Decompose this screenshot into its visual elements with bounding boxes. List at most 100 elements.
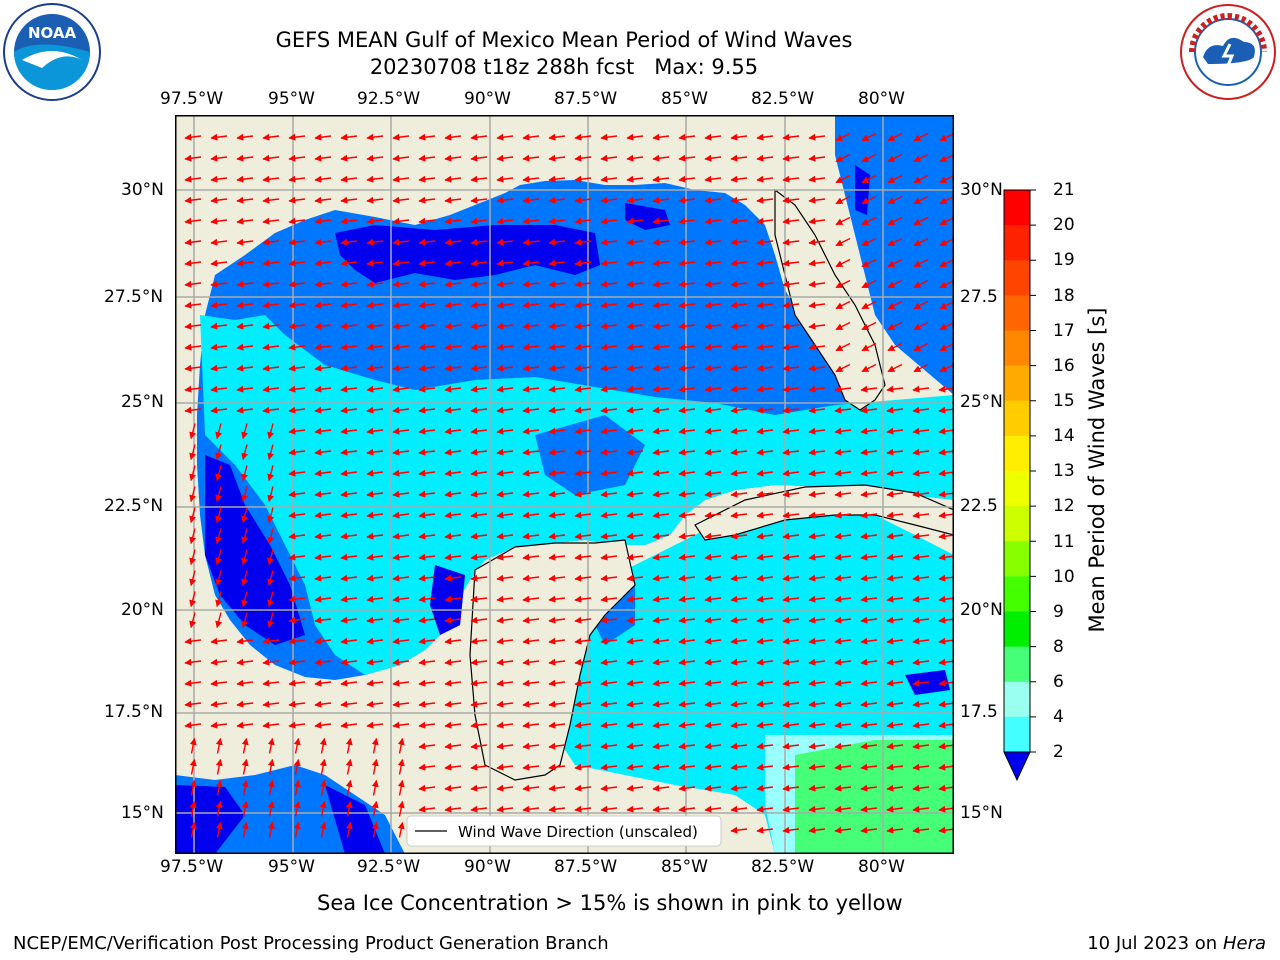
wind-wave-arrow (392, 154, 410, 162)
wind-wave-arrow (340, 301, 358, 309)
wind-wave-arrow (548, 679, 566, 687)
wind-wave-arrow (345, 821, 353, 838)
wind-wave-arrow (600, 448, 618, 456)
wind-wave-arrow (184, 322, 202, 330)
wind-wave-arrow (600, 217, 618, 225)
wind-wave-arrow (756, 511, 774, 519)
wind-wave-arrow (267, 758, 275, 775)
wind-wave-arrow (548, 511, 566, 519)
wind-wave-arrow (704, 595, 722, 603)
wind-wave-arrow (548, 805, 566, 813)
wind-wave-arrow (241, 779, 249, 796)
wind-wave-arrow (418, 385, 436, 393)
wind-wave-arrow (782, 763, 800, 771)
wind-wave-arrow (470, 301, 488, 309)
wind-wave-arrow (548, 742, 566, 750)
colorbar-segment (1004, 646, 1030, 683)
wind-wave-arrow (574, 154, 592, 162)
wind-wave-arrow (215, 507, 223, 524)
wind-wave-arrow (392, 322, 410, 330)
wind-wave-arrow (210, 280, 228, 288)
wind-wave-arrow (704, 490, 722, 498)
wind-wave-arrow (418, 301, 436, 309)
wind-wave-arrow (397, 800, 405, 817)
wind-wave-arrow (756, 238, 774, 246)
wind-wave-arrow (652, 490, 670, 498)
colorbar-segment (1004, 611, 1030, 648)
wind-wave-arrow (704, 259, 722, 267)
wind-wave-arrow (756, 490, 774, 498)
wind-wave-arrow (241, 821, 249, 838)
wind-wave-arrow (886, 532, 904, 540)
wind-wave-arrow (210, 154, 228, 162)
wind-wave-arrow (756, 406, 774, 414)
wind-wave-arrow (444, 427, 462, 435)
colorbar-tick-label: 16 (1053, 356, 1075, 376)
wind-wave-arrow (704, 721, 722, 729)
wind-wave-arrow (756, 217, 774, 225)
wind-wave-arrow (912, 427, 930, 435)
wind-wave-arrow (626, 637, 644, 645)
wind-wave-arrow (913, 216, 929, 226)
lat-tick-label: 27.5 (960, 287, 998, 307)
wind-wave-arrow (834, 742, 852, 750)
wind-wave-arrow (345, 737, 353, 754)
wind-wave-arrow (808, 511, 826, 519)
wind-wave-arrow (912, 742, 930, 750)
wind-wave-arrow (267, 444, 275, 461)
wind-wave-arrow (626, 385, 644, 393)
wind-wave-arrow (574, 196, 592, 204)
wind-wave-arrow (184, 301, 202, 309)
wind-wave-arrow (470, 427, 488, 435)
wind-wave-arrow (319, 758, 327, 775)
wind-wave-arrow (444, 448, 462, 456)
wind-wave-arrow (808, 763, 826, 771)
wind-wave-arrow (267, 821, 275, 838)
wind-wave-arrow (189, 821, 197, 838)
wind-wave-arrow (314, 679, 332, 687)
wind-wave-arrow (835, 342, 851, 352)
wind-wave-arrow (678, 217, 696, 225)
wind-wave-arrow (262, 238, 280, 246)
wind-wave-arrow (548, 238, 566, 246)
wind-wave-arrow (418, 490, 436, 498)
wind-wave-arrow (522, 175, 540, 183)
wind-wave-arrow (548, 154, 566, 162)
wind-wave-arrow (678, 784, 696, 792)
wind-wave-arrow (834, 637, 852, 645)
wind-wave-arrow (834, 595, 852, 603)
lon-tick-label: 82.5°W (751, 857, 815, 877)
wind-wave-arrow (912, 595, 930, 603)
wind-wave-arrow (939, 321, 954, 331)
wind-wave-arrow (418, 742, 436, 750)
wind-wave-arrow (860, 427, 878, 435)
wind-wave-arrow (704, 658, 722, 666)
wind-wave-arrow (293, 737, 301, 754)
wind-wave-arrow (366, 532, 384, 540)
colorbar-segment (1004, 435, 1030, 472)
wind-wave-arrow (189, 486, 197, 503)
wind-wave-arrow (574, 322, 592, 330)
wind-wave-arrow (756, 595, 774, 603)
wind-wave-arrow (496, 385, 514, 393)
wind-wave-arrow (730, 322, 748, 330)
lat-tick-label: 15°N (121, 803, 164, 823)
nws-logo (1178, 2, 1278, 102)
wind-wave-arrow (861, 195, 877, 205)
wind-wave-arrow (861, 174, 877, 184)
wind-wave-arrow (704, 133, 722, 141)
wind-wave-arrow (444, 364, 462, 372)
wind-wave-arrow (288, 301, 306, 309)
wind-wave-arrow (887, 279, 903, 289)
wind-wave-arrow (600, 721, 618, 729)
wind-wave-arrow (418, 553, 436, 561)
wind-wave-arrow (470, 553, 488, 561)
wind-wave-arrow (886, 742, 904, 750)
wind-wave-arrow (288, 658, 306, 666)
wind-wave-arrow (340, 469, 358, 477)
wind-wave-arrow (314, 217, 332, 225)
wind-wave-arrow (262, 658, 280, 666)
wind-wave-arrow (886, 553, 904, 561)
wind-wave-arrow (782, 805, 800, 813)
wind-wave-arrow (210, 259, 228, 267)
